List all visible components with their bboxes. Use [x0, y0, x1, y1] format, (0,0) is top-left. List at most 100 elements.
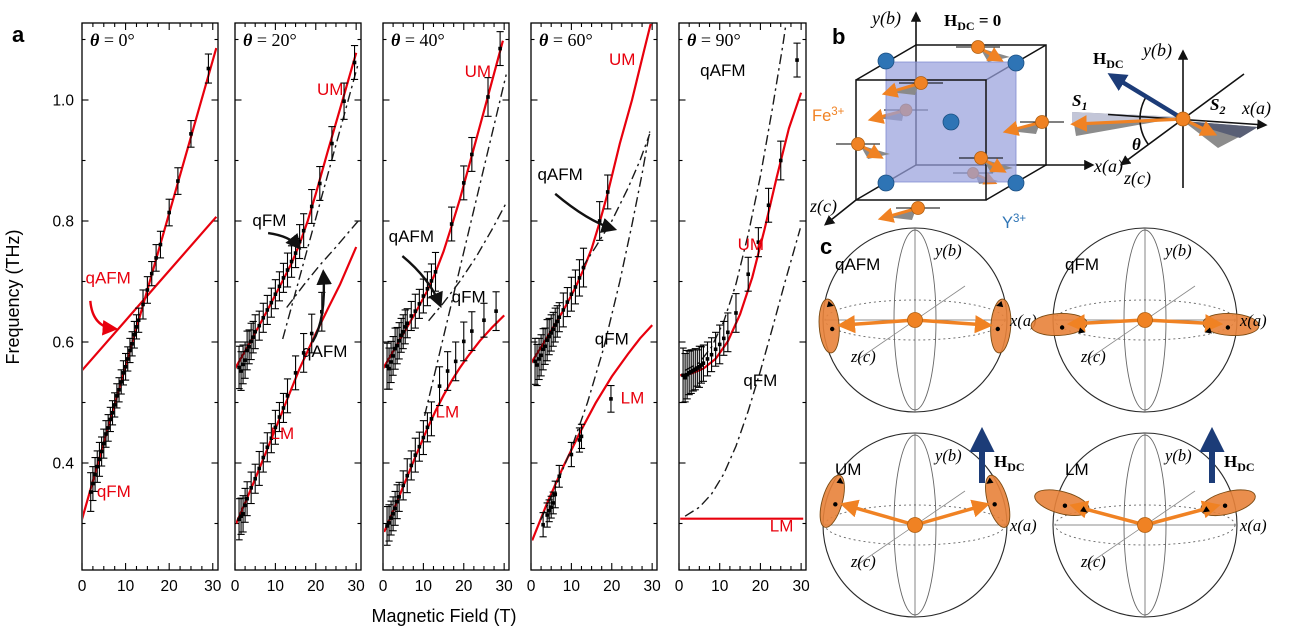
x-tick-label: 30 — [348, 578, 366, 595]
line-LM — [236, 246, 358, 524]
line-UM — [384, 40, 504, 370]
mode-label-qFM: qFM — [595, 329, 629, 348]
spin2-label: S2 — [1210, 95, 1225, 117]
y-tick-label: 1.0 — [52, 93, 74, 110]
x-tick-label: 20 — [307, 578, 325, 595]
mode-sphere-LM: LM y(b) x(a) z(c) HDC — [1034, 426, 1267, 618]
x-tick-label: 10 — [267, 578, 285, 595]
data-series-lower-branch — [539, 385, 615, 538]
line-qFM — [423, 74, 507, 416]
mode-label-qAFM: qAFM — [700, 61, 745, 80]
y-axis-label: y(b) — [933, 241, 962, 260]
z-axis-label: z(c) — [850, 347, 876, 366]
subplot-title: θ = 40° — [391, 30, 445, 50]
spin-arrow — [1144, 314, 1224, 333]
mode-sphere-qFM: qFM y(b) x(a) z(c) — [1030, 227, 1267, 413]
subplot-2: 0 10 20 30 θ = 40° UM qAFM qFM LM — [379, 22, 514, 595]
mode-name-qAFM: qAFM — [835, 255, 880, 274]
center-ion — [907, 312, 923, 328]
hdc-label: HDC — [1224, 452, 1255, 474]
hdc-field-arrow — [1107, 73, 1185, 121]
mode-label-qAFM: qAFM — [389, 227, 434, 246]
mode-label-LM: LM — [621, 389, 645, 408]
line-UM — [680, 92, 803, 377]
x-tick-label: 10 — [711, 578, 729, 595]
line-qAFM — [581, 133, 651, 269]
mode-label-UM: UM — [738, 235, 764, 254]
x-tick-label: 20 — [603, 578, 621, 595]
fe-ion-spin — [1002, 115, 1064, 136]
center-ion — [907, 517, 923, 533]
x-axis-label: x(a) — [1239, 516, 1267, 535]
y-tick-label: 0.4 — [52, 456, 74, 473]
fe-ion-spin — [959, 151, 1013, 173]
center-ion — [1137, 517, 1153, 533]
y-tick-label: 0.8 — [52, 214, 74, 231]
subplot-0: 0 10 20 30 θ = 0° qAFM qFM — [78, 22, 222, 595]
mode-name-UM: UM — [835, 460, 861, 479]
spin1-arrow — [1070, 115, 1184, 132]
x-tick-label: 0 — [675, 578, 684, 595]
x-tick-label: 10 — [563, 578, 581, 595]
x-tick-label: 30 — [496, 578, 514, 595]
label-pointer-arrow — [89, 300, 119, 336]
x-tick-label: 20 — [455, 578, 473, 595]
y-axis-label: y(b) — [1163, 241, 1192, 260]
subplot-title: θ = 60° — [539, 30, 593, 50]
mode-name-qFM: qFM — [1065, 255, 1099, 274]
x-tick-label: 0 — [78, 578, 87, 595]
y-axis-label: y(b) — [1141, 40, 1172, 61]
fe-ion-spin — [956, 40, 1010, 62]
precession-orbit — [819, 474, 845, 528]
line-qAFM — [428, 202, 507, 322]
precession-mode-spheres: c qAFM y(b) x(a) z(c) qFM y(b) x(a) z(c) UM y(b) x… — [818, 227, 1267, 618]
x-tick-label: 30 — [644, 578, 662, 595]
spin-arrow — [1066, 314, 1146, 333]
z-axis-label: z(c) — [850, 552, 876, 571]
mode-label-qFM: qFM — [452, 288, 486, 307]
data-series-upper-branch — [532, 174, 612, 387]
fe-ion-label: Fe3+ — [812, 106, 845, 125]
mode-label-qAFM: qAFM — [302, 342, 347, 361]
mode-label-qFM: qFM — [252, 211, 286, 230]
y-tick-label: 0.6 — [52, 335, 74, 352]
subplot-title: θ = 90° — [687, 30, 741, 50]
frequency-vs-field-chart: a Frequency (THz) Magnetic Field (T) 0.4 0.6… — [3, 22, 810, 626]
line-UM — [532, 24, 652, 364]
line-qAFM — [684, 24, 787, 372]
y-axis-title: Frequency (THz) — [3, 229, 23, 364]
data-series-qAFM-like-branch — [680, 42, 801, 404]
label-pointer-arrow — [311, 269, 332, 343]
x-tick-label: 10 — [415, 578, 433, 595]
label-pointer-arrow — [401, 255, 443, 309]
x-axis-label: x(a) — [1239, 311, 1267, 330]
label-pointer-arrow — [267, 231, 302, 251]
spin1-label: S1 — [1072, 91, 1087, 113]
spin-arrow — [914, 315, 994, 334]
x-tick-label: 10 — [117, 578, 135, 595]
subplot-4: 0 10 20 30 θ = 90° qAFM UM qFM LM — [675, 22, 810, 595]
cube-front-face — [855, 79, 987, 201]
x-axis-label: x(a) — [1009, 516, 1037, 535]
x-axis-title: Magnetic Field (T) — [371, 606, 516, 626]
mode-label-UM: UM — [609, 50, 635, 69]
x-tick-label: 20 — [752, 578, 770, 595]
panel-letter-c: c — [820, 234, 832, 259]
subplot-1: 0 10 20 30 θ = 20° UM LM qFM qAFM — [231, 22, 366, 595]
mode-label-LM: LM — [271, 424, 295, 443]
mode-label-LM: LM — [770, 516, 794, 535]
panel-letter-a: a — [12, 22, 25, 47]
spin-canting-diagram: HDC y(b) x(a) z(c) S1 S2 θ — [1070, 40, 1271, 189]
x-tick-label: 20 — [161, 578, 179, 595]
x-axis-label: x(a) — [1241, 98, 1271, 119]
mode-label-UM: UM — [317, 80, 343, 99]
hdc-label: HDC — [1093, 49, 1124, 71]
mode-sphere-UM: UM y(b) x(a) z(c) HDC — [819, 426, 1037, 618]
subplot-title: θ = 0° — [90, 30, 135, 50]
mode-label-qFM: qFM — [97, 482, 131, 501]
y-axis-label: y(b) — [870, 8, 901, 29]
mode-name-LM: LM — [1065, 460, 1089, 479]
mode-label-LM: LM — [436, 403, 460, 422]
z-axis-label: z(c) — [810, 196, 837, 217]
